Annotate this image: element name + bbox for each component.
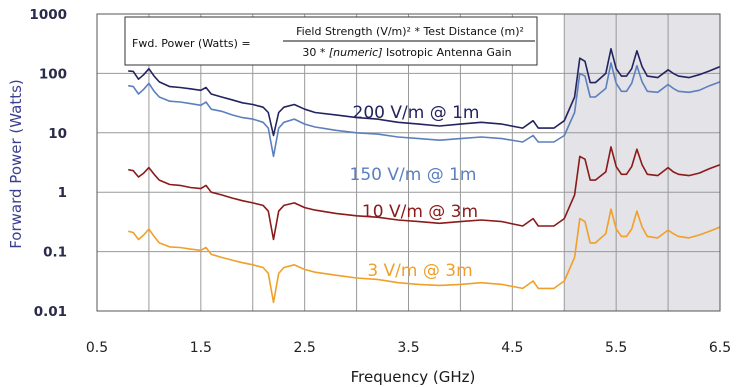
y-tick-label: 1	[58, 185, 67, 201]
formula-denominator: 30 * [numeric] Isotropic Antenna Gain	[302, 46, 511, 59]
y-tick-label: 0.1	[43, 245, 67, 261]
x-tick-label: 4.5	[501, 340, 523, 356]
x-tick-labels: 0.5 1.5 2.5 3.5 4.5 5.5 6.5	[86, 340, 731, 356]
series-line-2	[128, 146, 721, 241]
series-line-3	[128, 208, 721, 304]
plot-border	[96, 13, 721, 312]
formula-box: Fwd. Power (Watts) = Field Strength (V/m…	[124, 16, 538, 66]
y-tick-labels: 1000 100 10 1 0.1 0.01	[29, 7, 67, 320]
formula-lhs: Fwd. Power (Watts) =	[132, 37, 251, 50]
x-tick-label: 3.5	[397, 340, 419, 356]
series-label-3: 3 V/m @ 3m	[367, 261, 472, 281]
series-line-0	[128, 48, 721, 137]
series-label-150: 150 V/m @ 1m	[350, 165, 477, 185]
formula-numerator: Field Strength (V/m)² * Test Distance (m…	[296, 25, 524, 38]
x-tick-label: 6.5	[709, 340, 731, 356]
series-lines	[128, 48, 721, 304]
y-tick-label: 1000	[29, 7, 67, 23]
series-label-10: 10 V/m @ 3m	[362, 202, 478, 222]
x-tick-label: 5.5	[605, 340, 627, 356]
y-axis-title: Forward Power (Watts)	[7, 79, 25, 249]
y-tick-label: 10	[48, 126, 67, 142]
y-tick-label: 100	[39, 66, 67, 82]
x-axis-title: Frequency (GHz)	[351, 368, 476, 386]
series-line-1	[128, 62, 721, 158]
series-label-200: 200 V/m @ 1m	[353, 103, 480, 123]
x-tick-label: 0.5	[86, 340, 108, 356]
x-tick-label: 1.5	[190, 340, 212, 356]
y-tick-label: 0.01	[34, 304, 67, 320]
x-tick-label: 2.5	[294, 340, 316, 356]
